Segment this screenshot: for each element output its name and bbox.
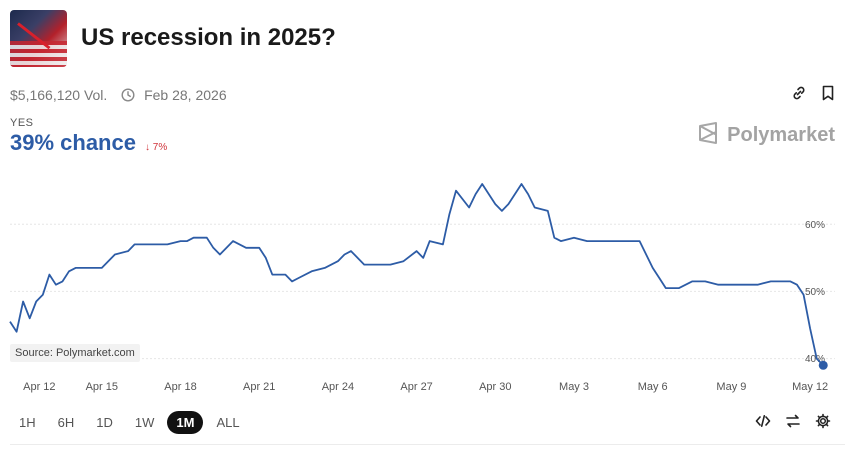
- x-tick-label: May 9: [716, 381, 746, 393]
- x-tick-label: May 12: [792, 381, 828, 393]
- range-button-6h[interactable]: 6H: [57, 415, 75, 430]
- market-image: [10, 10, 67, 67]
- series-line: [9, 183, 824, 366]
- x-tick-label: Apr 27: [400, 381, 432, 393]
- meta-row: $5,166,120 Vol. Feb 28, 2026: [10, 87, 227, 105]
- x-tick-label: Apr 24: [322, 381, 354, 393]
- x-tick-label: Apr 15: [86, 381, 118, 393]
- chance-value: 39% chance: [10, 130, 136, 155]
- brand-name: Polymarket: [727, 124, 835, 146]
- clock-icon: [121, 88, 135, 105]
- outcome-label: YES: [10, 117, 34, 129]
- chart-gridlines: [10, 223, 835, 360]
- bottom-divider: [10, 444, 845, 445]
- polymarket-logo-icon: [697, 121, 719, 150]
- source-label: Source: Polymarket.com: [10, 344, 140, 362]
- brand: Polymarket: [697, 121, 835, 150]
- range-button-1h[interactable]: 1H: [19, 415, 36, 430]
- range-button-1w[interactable]: 1W: [134, 415, 155, 430]
- x-axis-ticks: Apr 12 Apr 15 Apr 18 Apr 21 Apr 24 Apr 27 Apr …: [23, 381, 828, 393]
- chance-change: ↓ 7%: [145, 142, 167, 153]
- chart-tools: [755, 413, 831, 429]
- chance-change-value: 7%: [152, 142, 168, 153]
- flag-stripes: [10, 41, 67, 67]
- end-date: Feb 28, 2026: [144, 87, 227, 103]
- link-icon[interactable]: [791, 85, 807, 101]
- swap-icon[interactable]: [785, 413, 801, 429]
- bookmark-icon[interactable]: [821, 85, 835, 101]
- x-tick-label: Apr 12: [23, 381, 55, 393]
- range-button-1d[interactable]: 1D: [96, 415, 113, 430]
- top-actions: [791, 85, 835, 101]
- x-tick-label: Apr 18: [164, 381, 196, 393]
- volume: $5,166,120 Vol.: [10, 87, 108, 103]
- y-axis-ticks: 40% 50% 60%: [805, 220, 825, 365]
- current-value-dot: [818, 360, 828, 370]
- y-tick-label: 40%: [805, 354, 825, 365]
- range-button-1m[interactable]: 1M: [167, 411, 204, 434]
- y-tick-label: 60%: [805, 220, 825, 231]
- range-button-all[interactable]: ALL: [216, 415, 240, 430]
- x-tick-label: Apr 21: [243, 381, 275, 393]
- price-chart[interactable]: 40% 50% 60% Apr 12 Apr 15 Apr 18 Apr 21 Apr 24…: [0, 160, 855, 400]
- gear-icon[interactable]: [815, 413, 831, 429]
- y-tick-label: 50%: [805, 287, 825, 298]
- arrow-down-icon: ↓: [145, 142, 150, 153]
- time-range-selector: 1H 6H 1D 1W 1M ALL: [10, 411, 249, 434]
- code-icon[interactable]: [755, 413, 771, 429]
- market-title: US recession in 2025?: [81, 24, 336, 51]
- x-tick-label: May 6: [638, 381, 668, 393]
- x-tick-label: May 3: [559, 381, 589, 393]
- x-tick-label: Apr 30: [479, 381, 511, 393]
